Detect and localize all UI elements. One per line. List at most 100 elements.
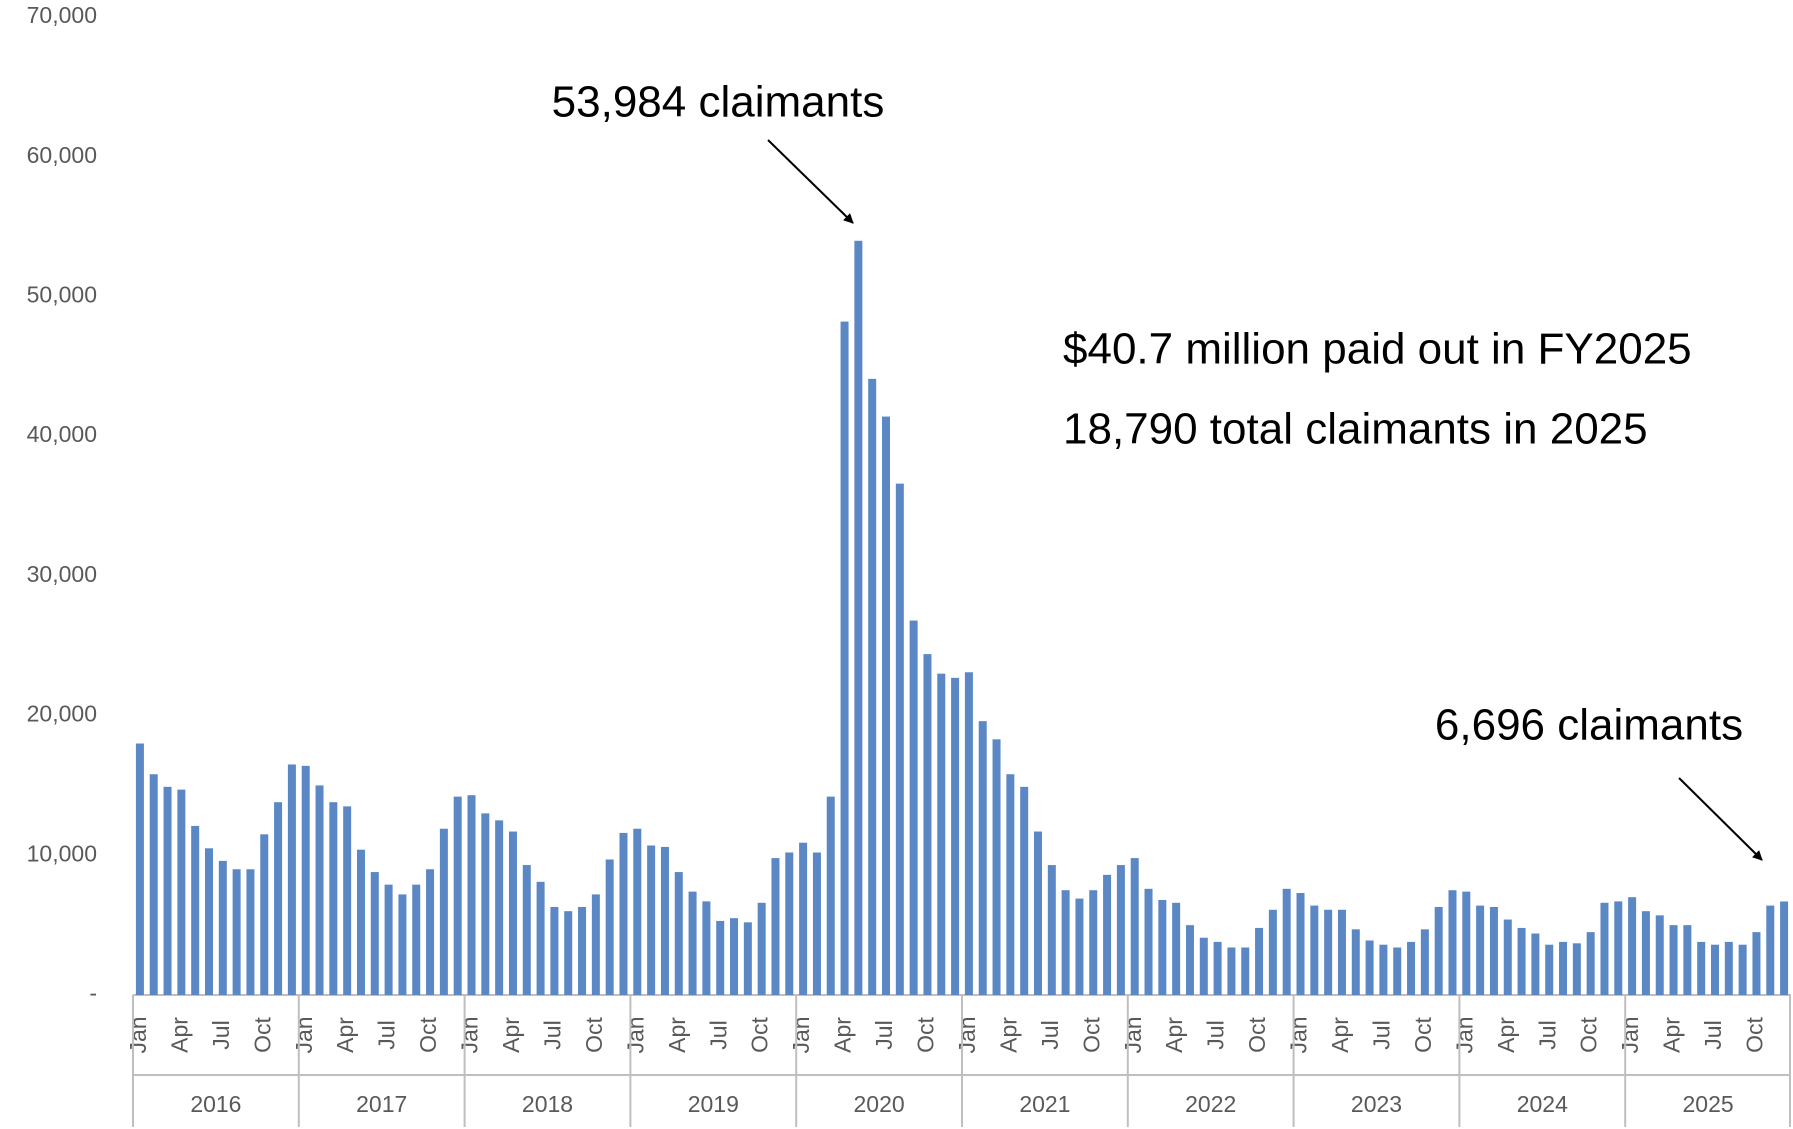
bar: [1752, 932, 1761, 995]
y-tick-label: -: [89, 980, 97, 1006]
y-tick-label: 40,000: [27, 421, 97, 447]
bar: [951, 677, 960, 995]
x-tick-label: Jan: [1286, 1016, 1312, 1053]
arrow: [1678, 777, 1763, 861]
bar: [1379, 944, 1388, 995]
bar: [591, 894, 600, 995]
bar: [1020, 786, 1029, 995]
bar: [564, 911, 573, 995]
x-tick-label: Jan: [788, 1016, 814, 1053]
bar: [1407, 941, 1416, 995]
annotation: 18,790 total claimants in 2025: [1063, 405, 1648, 454]
x-tick-label: Jul: [705, 1020, 731, 1049]
x-tick-label: Apr: [830, 1017, 856, 1053]
bar: [1586, 932, 1595, 995]
bar: [1711, 944, 1720, 995]
annotation: $40.7 million paid out in FY2025: [1063, 325, 1692, 374]
bar: [1185, 925, 1194, 995]
bar: [1075, 898, 1084, 995]
bar: [730, 918, 739, 995]
bar: [398, 894, 407, 995]
y-tick-label: 20,000: [27, 701, 97, 727]
bar: [674, 872, 683, 995]
bar: [1227, 947, 1236, 995]
bar: [1130, 858, 1139, 995]
bar: [1213, 941, 1222, 995]
bar: [992, 739, 1001, 995]
group-label: 2019: [688, 1091, 739, 1117]
bar: [467, 795, 476, 995]
x-tick-label: Oct: [1410, 1017, 1436, 1053]
bar: [1337, 909, 1346, 995]
bar: [1351, 929, 1360, 995]
bar: [426, 869, 435, 995]
bar: [1697, 941, 1706, 995]
bar: [1268, 909, 1277, 995]
bar: [1614, 901, 1623, 995]
x-tick-label: Oct: [415, 1017, 441, 1053]
bar: [840, 321, 849, 995]
x-tick-label: Apr: [1161, 1017, 1187, 1053]
bar: [1116, 865, 1125, 995]
bar: [1628, 897, 1637, 995]
bar: [923, 654, 932, 995]
annotation: 6,696 claimants: [1435, 701, 1743, 750]
x-tick-label: Jul: [1203, 1020, 1229, 1049]
bar: [1766, 905, 1775, 995]
group-label: 2025: [1683, 1091, 1734, 1117]
bar: [1572, 943, 1581, 995]
bar: [1158, 899, 1167, 995]
bar: [757, 902, 766, 995]
bar: [412, 884, 421, 995]
bar: [301, 765, 310, 995]
bar: [191, 825, 200, 995]
bar: [370, 872, 379, 995]
bar: [1172, 902, 1181, 995]
bar: [163, 786, 172, 995]
bar: [1006, 774, 1015, 995]
x-tick-label: Oct: [1742, 1017, 1768, 1053]
x-tick-label: Oct: [249, 1017, 275, 1053]
bar: [743, 922, 752, 995]
x-tick-label: Apr: [166, 1017, 192, 1053]
x-tick-label: Jan: [1451, 1016, 1477, 1053]
bar: [882, 416, 891, 995]
bar: [1641, 911, 1650, 995]
bar: [937, 673, 946, 995]
x-tick-label: Jul: [208, 1020, 234, 1049]
x-tick-label: Jul: [1534, 1020, 1560, 1049]
x-tick-label: Apr: [664, 1017, 690, 1053]
bar: [1531, 933, 1540, 995]
bar: [688, 891, 697, 995]
x-tick-label: Jan: [622, 1016, 648, 1053]
group-label: 2020: [854, 1091, 905, 1117]
x-tick-label: Oct: [913, 1017, 939, 1053]
bar: [177, 789, 186, 995]
bar: [1448, 890, 1457, 995]
y-tick-label: 10,000: [27, 840, 97, 866]
bar: [1738, 944, 1747, 995]
group-label: 2021: [1019, 1091, 1070, 1117]
arrow: [767, 139, 854, 224]
bar: [1503, 919, 1512, 995]
bar: [1310, 905, 1319, 995]
bar: [522, 865, 531, 995]
bar: [246, 869, 255, 995]
group-label: 2018: [522, 1091, 573, 1117]
bar: [633, 828, 642, 995]
bar: [647, 845, 656, 995]
group-label: 2022: [1185, 1091, 1236, 1117]
bar: [343, 806, 352, 995]
x-tick-label: Oct: [1078, 1017, 1104, 1053]
bar: [384, 884, 393, 995]
x-tick-label: Jul: [374, 1020, 400, 1049]
bar: [1462, 891, 1471, 995]
bar: [218, 860, 227, 995]
bar: [1669, 925, 1678, 995]
group-label: 2023: [1351, 1091, 1402, 1117]
bar: [578, 906, 587, 995]
bar: [1324, 909, 1333, 995]
bar: [785, 852, 794, 995]
bar: [660, 846, 669, 995]
x-tick-label: Apr: [332, 1017, 358, 1053]
